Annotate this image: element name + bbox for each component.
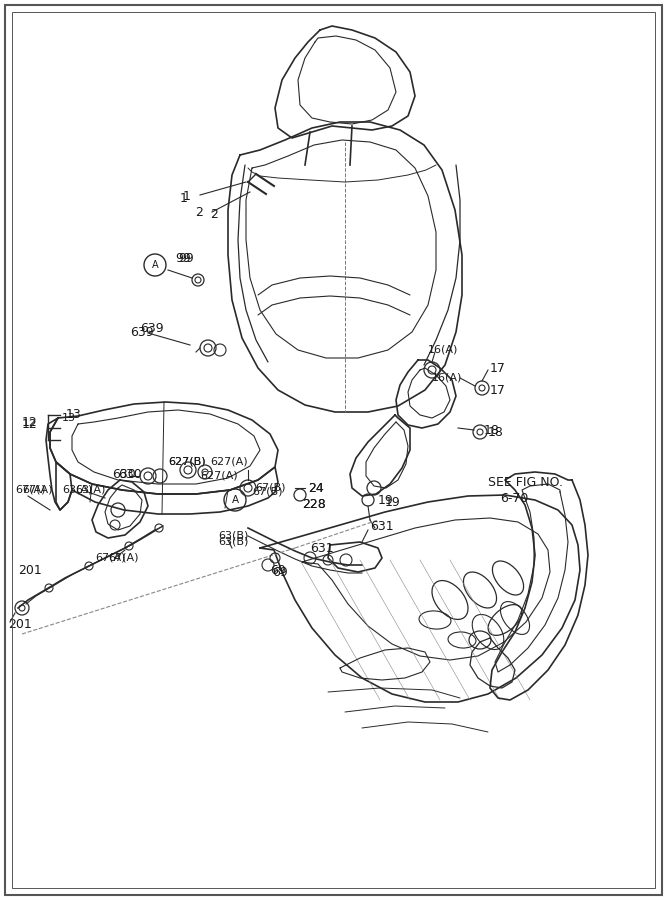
Text: 63(A): 63(A) <box>75 485 105 495</box>
Text: SEE FIG NO.: SEE FIG NO. <box>488 475 563 489</box>
Text: 67(B): 67(B) <box>255 483 285 493</box>
Text: 67(A): 67(A) <box>108 553 139 563</box>
Text: 69: 69 <box>272 565 287 579</box>
Text: 2: 2 <box>210 209 218 221</box>
Text: 18: 18 <box>484 424 500 436</box>
Text: 1: 1 <box>183 190 191 203</box>
Text: 16(A): 16(A) <box>432 373 462 383</box>
Text: 69: 69 <box>270 563 285 577</box>
Text: A: A <box>231 495 239 505</box>
Text: 630: 630 <box>112 467 136 481</box>
Text: 63(B): 63(B) <box>218 537 248 547</box>
Text: 639: 639 <box>140 321 163 335</box>
Text: 639: 639 <box>130 327 153 339</box>
Text: 630: 630 <box>118 469 142 482</box>
Text: 99: 99 <box>178 251 193 265</box>
Text: 627(A): 627(A) <box>200 470 237 480</box>
Text: 67(B): 67(B) <box>252 487 283 497</box>
Text: 17: 17 <box>490 362 506 374</box>
Text: 67(A): 67(A) <box>95 553 125 563</box>
Text: 13: 13 <box>62 413 76 423</box>
Text: 63(A): 63(A) <box>62 485 92 495</box>
Text: 631: 631 <box>310 542 334 554</box>
Text: 24: 24 <box>308 482 323 494</box>
Text: 2: 2 <box>195 206 203 220</box>
Text: 1: 1 <box>180 192 188 204</box>
Text: 13: 13 <box>66 409 82 421</box>
Text: 228: 228 <box>302 498 325 510</box>
Text: 201: 201 <box>8 618 32 632</box>
Text: 67(A): 67(A) <box>15 485 45 495</box>
Text: 12: 12 <box>22 416 38 428</box>
Text: 201: 201 <box>18 563 42 577</box>
Text: 19: 19 <box>385 496 401 508</box>
Text: 631: 631 <box>370 520 394 534</box>
Text: 19: 19 <box>378 493 394 507</box>
Text: 99: 99 <box>175 251 191 265</box>
Text: 627(B): 627(B) <box>168 457 205 467</box>
Text: 228: 228 <box>302 499 325 511</box>
Text: 6-70: 6-70 <box>500 491 528 505</box>
Text: 67(A): 67(A) <box>22 485 53 495</box>
Text: 16(A): 16(A) <box>428 344 458 354</box>
Text: 627(B): 627(B) <box>168 457 205 467</box>
Text: 18: 18 <box>488 426 504 438</box>
Text: A: A <box>151 260 158 270</box>
Text: 12: 12 <box>22 418 38 431</box>
Text: 24: 24 <box>308 482 323 494</box>
Text: 63(B): 63(B) <box>218 531 248 541</box>
Text: 627(A): 627(A) <box>210 457 247 467</box>
Text: 17: 17 <box>490 383 506 397</box>
